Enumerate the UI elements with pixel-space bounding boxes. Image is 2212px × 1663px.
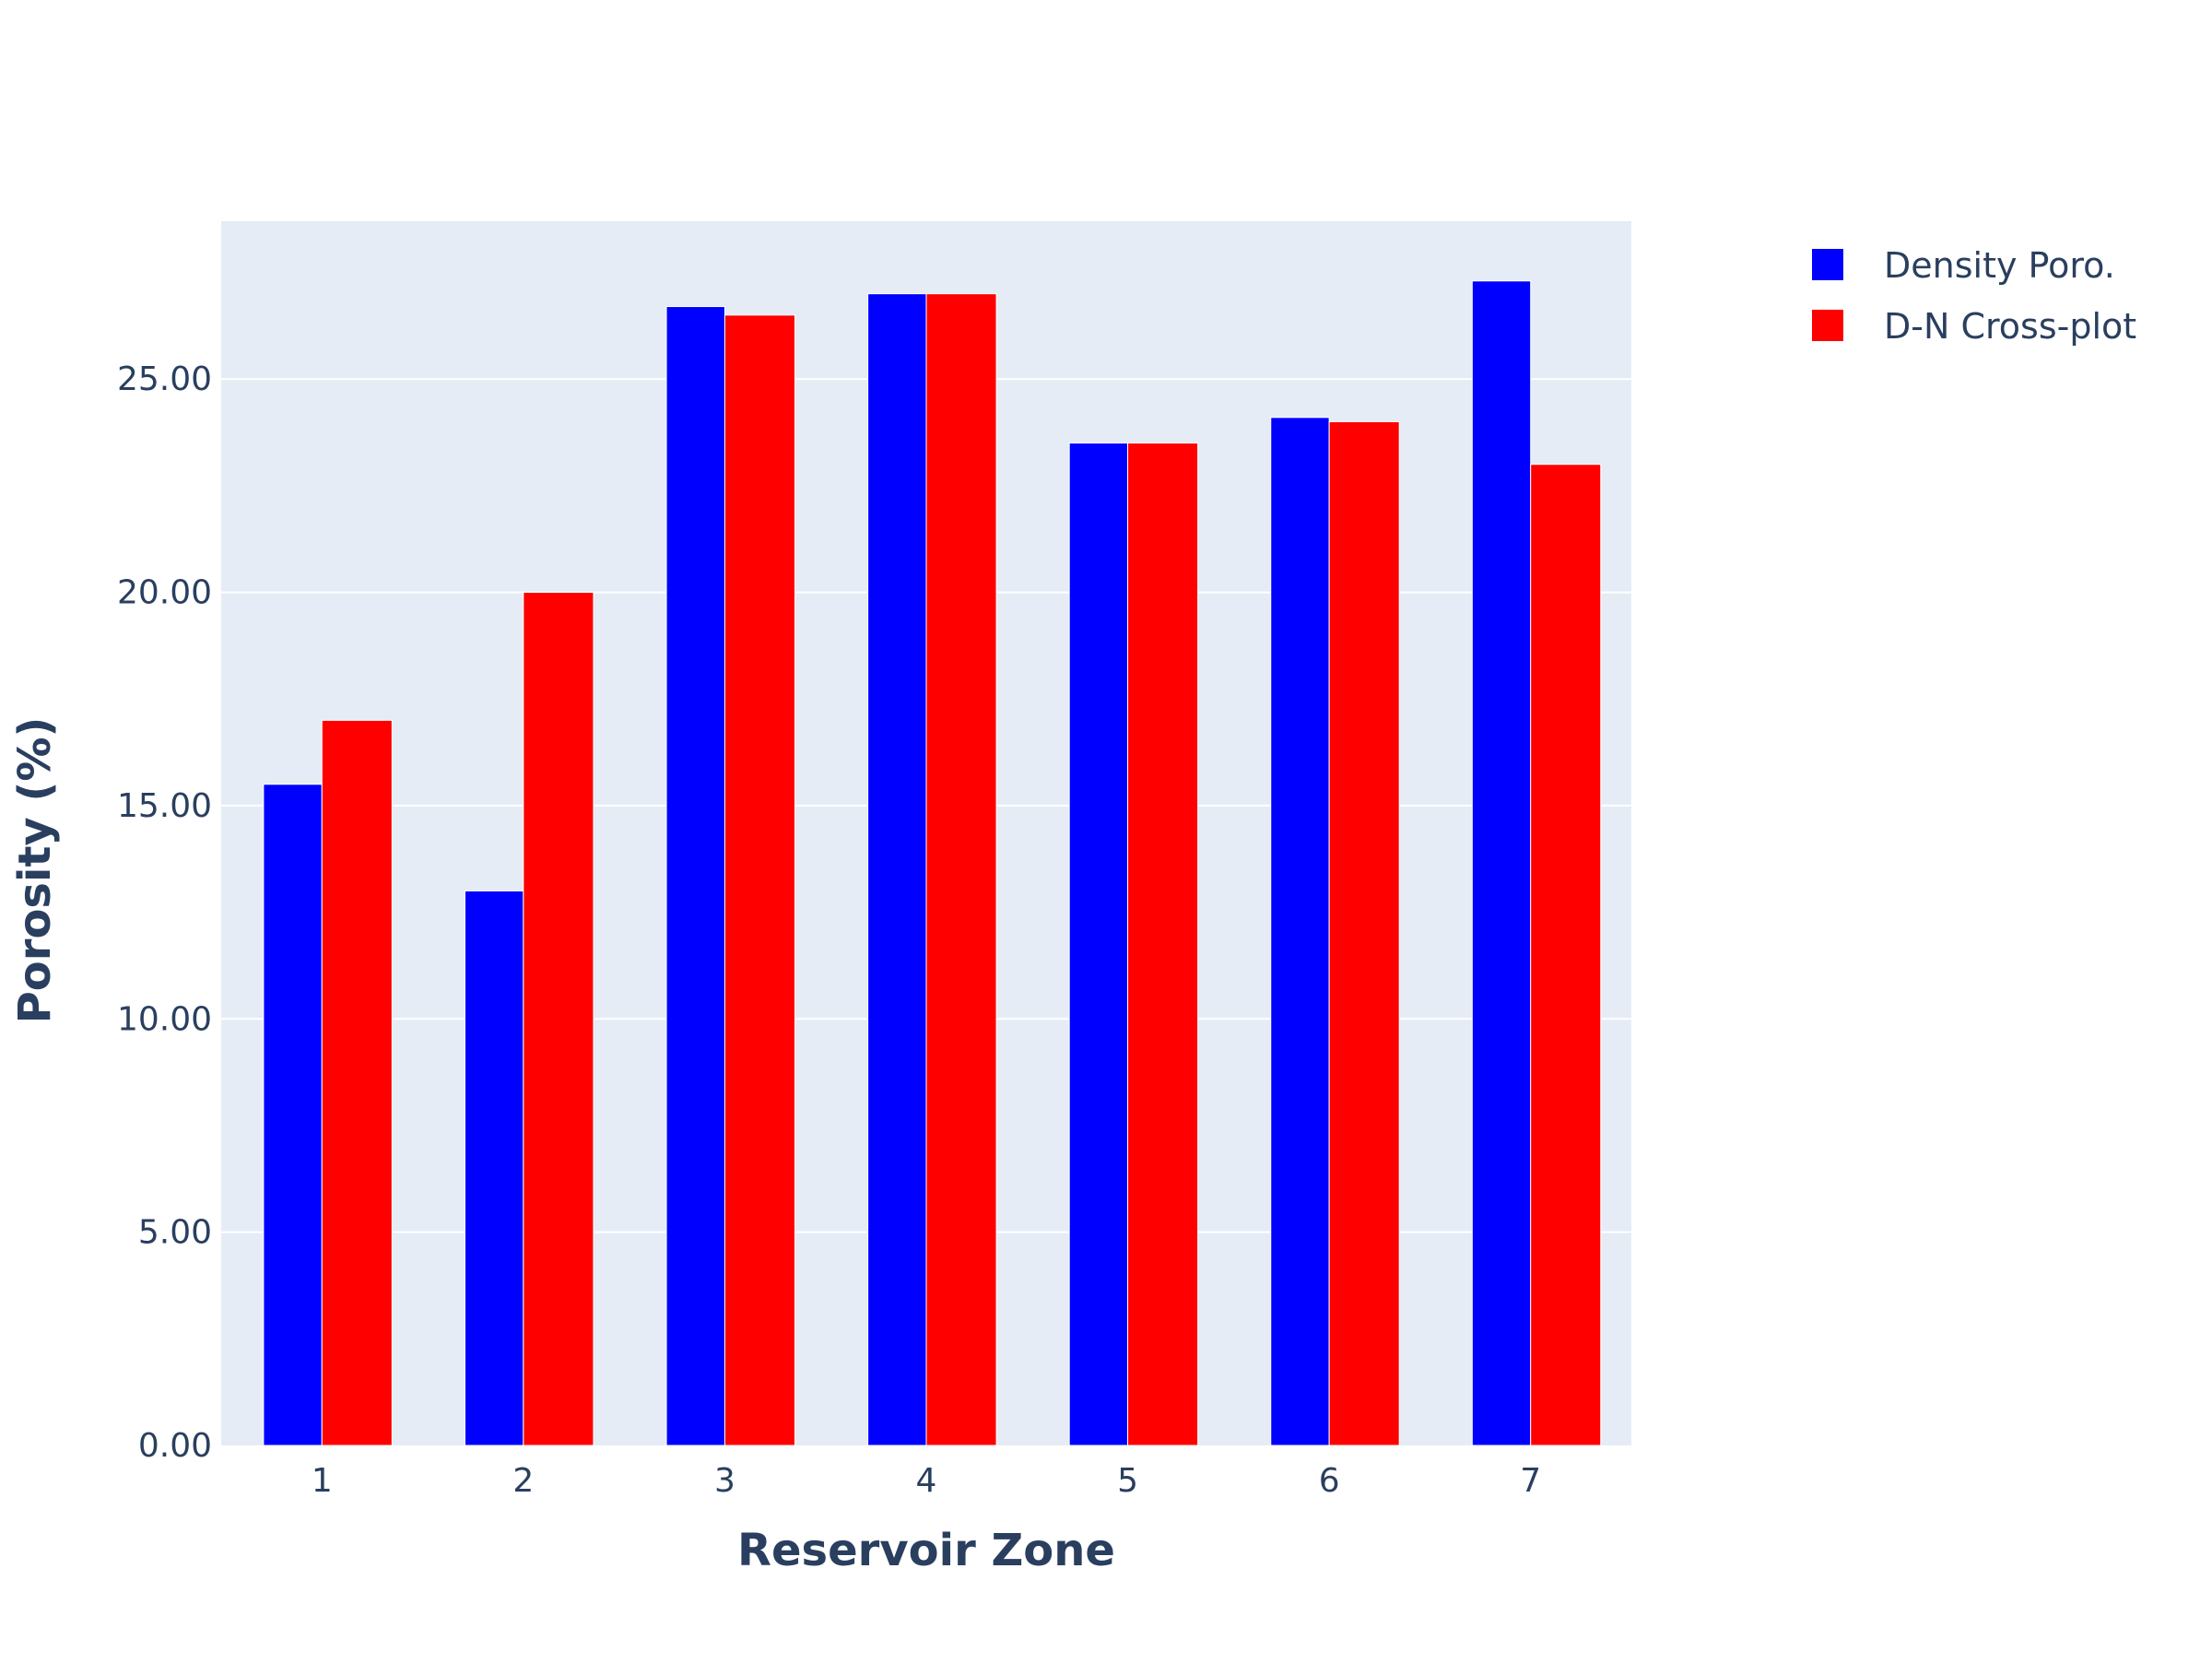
bar-density-poro <box>1471 280 1532 1446</box>
legend-swatch <box>1812 249 1843 280</box>
bar-dn-crossplot <box>321 719 393 1446</box>
x-axis-title: Reservoir Zone <box>737 1525 1115 1576</box>
y-axis-title: Porosity (%) <box>9 717 61 1024</box>
legend-label: D-N Cross-plot <box>1884 306 2136 347</box>
bar-density-poro <box>1068 442 1129 1446</box>
x-tick-label: 3 <box>714 1462 735 1500</box>
bar-dn-crossplot <box>925 293 997 1446</box>
bar-dn-crossplot <box>523 592 594 1446</box>
x-tick-label: 6 <box>1319 1462 1340 1500</box>
x-tick-label: 4 <box>916 1462 937 1500</box>
bar-density-poro <box>665 306 725 1446</box>
bar-density-poro <box>263 784 323 1446</box>
legend-swatch <box>1812 310 1843 341</box>
bar-dn-crossplot <box>1530 464 1602 1446</box>
bar-dn-crossplot <box>724 314 795 1446</box>
bar-dn-crossplot <box>1328 420 1400 1446</box>
y-tick-label: 20.00 <box>117 574 212 612</box>
x-axis-ticks: 1 2 3 4 5 6 7 <box>312 1462 1541 1500</box>
bar-dn-crossplot <box>1127 442 1199 1446</box>
y-tick-label: 25.00 <box>117 360 212 398</box>
bars <box>263 280 1602 1446</box>
y-axis-ticks: 0.00 5.00 10.00 15.00 20.00 25.00 <box>117 360 212 1465</box>
y-tick-label: 0.00 <box>138 1427 212 1465</box>
x-tick-label: 2 <box>512 1462 534 1500</box>
y-tick-label: 10.00 <box>117 1000 212 1038</box>
bar-density-poro <box>464 890 524 1446</box>
x-tick-label: 7 <box>1520 1462 1541 1500</box>
y-tick-label: 15.00 <box>117 787 212 825</box>
bar-density-poro <box>1270 417 1330 1446</box>
x-tick-label: 5 <box>1117 1462 1138 1500</box>
legend-label: Density Poro. <box>1884 245 2115 286</box>
bar-density-poro <box>867 293 927 1446</box>
y-tick-label: 5.00 <box>138 1214 212 1252</box>
x-tick-label: 1 <box>312 1462 333 1500</box>
legend: Density Poro. D-N Cross-plot <box>1812 245 2136 347</box>
